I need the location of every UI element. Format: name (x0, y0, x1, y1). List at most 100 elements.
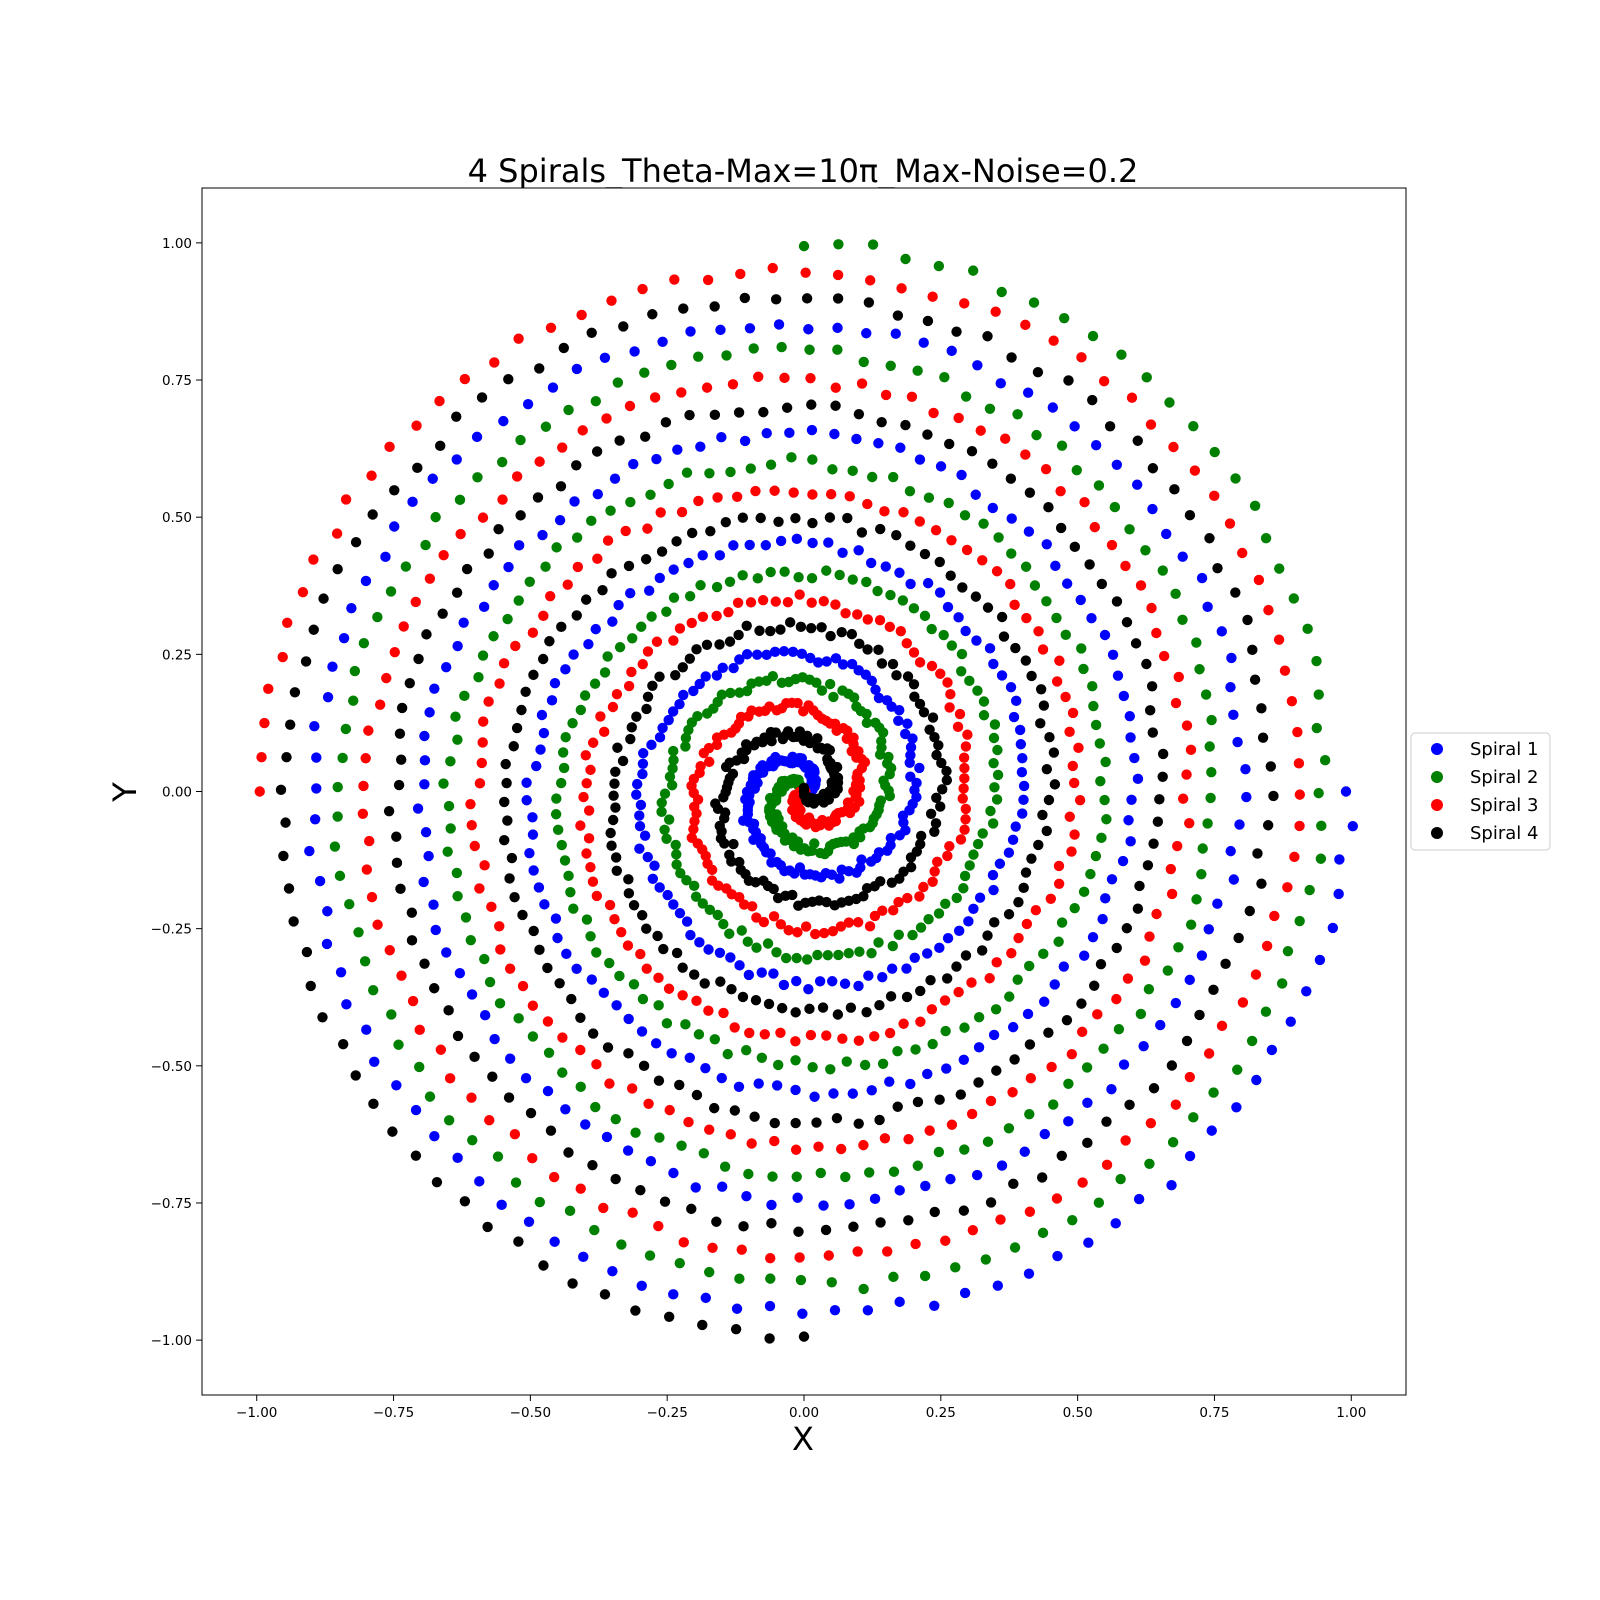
point-spiral-1 (527, 812, 538, 823)
data-points (254, 239, 1359, 1344)
point-spiral-1 (1107, 649, 1119, 660)
point-spiral-3 (750, 485, 761, 497)
point-spiral-1 (806, 424, 818, 436)
point-spiral-3 (642, 646, 654, 657)
point-spiral-1 (900, 825, 911, 836)
point-spiral-4 (1212, 562, 1223, 574)
point-spiral-4 (1048, 747, 1060, 758)
point-spiral-1 (474, 1176, 485, 1187)
point-spiral-4 (1035, 718, 1046, 729)
point-spiral-2 (870, 717, 881, 729)
point-spiral-2 (946, 640, 958, 651)
point-spiral-3 (840, 608, 851, 619)
point-spiral-2 (575, 704, 587, 716)
point-spiral-1 (642, 851, 653, 863)
point-spiral-3 (1126, 392, 1138, 403)
point-spiral-4 (406, 907, 418, 918)
point-spiral-3 (583, 833, 595, 844)
point-spiral-2 (671, 859, 682, 870)
point-spiral-3 (1053, 878, 1065, 889)
point-spiral-2 (1311, 722, 1322, 734)
point-spiral-1 (560, 1104, 571, 1115)
point-spiral-3 (946, 1119, 958, 1130)
point-spiral-1 (796, 648, 808, 659)
point-spiral-2 (527, 1031, 539, 1042)
point-spiral-4 (806, 399, 817, 410)
point-spiral-3 (734, 891, 745, 903)
point-spiral-2 (825, 1064, 836, 1075)
point-spiral-2 (496, 456, 508, 468)
point-spiral-2 (704, 468, 715, 479)
point-spiral-4 (1069, 541, 1081, 553)
point-spiral-1 (905, 1078, 916, 1090)
point-spiral-3 (384, 945, 395, 956)
point-spiral-2 (424, 1091, 436, 1102)
point-spiral-4 (558, 342, 569, 354)
point-spiral-2 (414, 1061, 425, 1073)
point-spiral-2 (967, 265, 979, 276)
point-spiral-3 (466, 819, 477, 831)
point-spiral-1 (550, 913, 562, 924)
point-spiral-3 (477, 737, 488, 748)
point-spiral-1 (714, 550, 726, 561)
x-tick-label: −0.50 (510, 1405, 551, 1421)
point-spiral-3 (1293, 758, 1305, 769)
point-spiral-4 (1181, 1035, 1193, 1047)
point-spiral-1 (549, 1236, 560, 1247)
point-spiral-3 (277, 651, 288, 663)
point-spiral-1 (1251, 1074, 1262, 1086)
point-spiral-4 (908, 679, 920, 690)
point-spiral-1 (761, 649, 772, 661)
point-spiral-2 (933, 908, 945, 919)
point-spiral-1 (1083, 1237, 1094, 1248)
point-spiral-3 (1170, 697, 1182, 709)
point-spiral-1 (489, 1033, 500, 1045)
point-spiral-1 (504, 1053, 516, 1064)
point-spiral-4 (701, 639, 713, 650)
point-spiral-3 (915, 1016, 926, 1027)
point-spiral-2 (1140, 545, 1151, 556)
point-spiral-2 (1071, 464, 1082, 476)
point-spiral-3 (711, 739, 723, 751)
point-spiral-2 (1144, 1158, 1155, 1170)
point-spiral-1 (479, 1010, 491, 1021)
point-spiral-4 (618, 321, 629, 332)
point-spiral-3 (1146, 602, 1157, 614)
point-spiral-4 (280, 817, 291, 828)
point-spiral-4 (1026, 853, 1037, 864)
point-spiral-3 (874, 615, 886, 626)
point-spiral-4 (862, 644, 873, 655)
point-spiral-4 (773, 516, 784, 527)
point-spiral-3 (1068, 777, 1080, 789)
x-tick-label: 0.50 (1063, 1405, 1093, 1421)
point-spiral-1 (960, 625, 971, 637)
point-spiral-3 (626, 666, 637, 678)
point-spiral-3 (880, 389, 892, 401)
point-spiral-4 (777, 733, 789, 745)
point-spiral-2 (659, 788, 671, 799)
point-spiral-1 (846, 658, 858, 670)
point-spiral-4 (525, 1107, 537, 1119)
point-spiral-2 (1311, 655, 1322, 667)
point-spiral-3 (1135, 580, 1147, 591)
point-spiral-3 (1122, 973, 1134, 984)
point-spiral-2 (515, 434, 526, 446)
point-spiral-2 (765, 1273, 776, 1284)
point-spiral-3 (599, 726, 610, 738)
point-spiral-2 (956, 648, 968, 660)
point-spiral-4 (1020, 867, 1032, 878)
point-spiral-2 (1302, 623, 1313, 635)
point-spiral-1 (941, 1063, 952, 1074)
point-spiral-4 (517, 909, 528, 921)
point-spiral-3 (821, 1030, 832, 1041)
point-spiral-4 (1038, 700, 1050, 711)
point-spiral-3 (1279, 665, 1291, 676)
point-spiral-4 (1043, 794, 1055, 806)
point-spiral-1 (700, 671, 711, 682)
point-spiral-2 (888, 1271, 899, 1283)
point-spiral-2 (368, 985, 379, 996)
point-spiral-1 (1008, 711, 1020, 723)
point-spiral-4 (955, 1089, 967, 1100)
point-spiral-3 (1282, 882, 1293, 893)
point-spiral-1 (654, 732, 666, 743)
